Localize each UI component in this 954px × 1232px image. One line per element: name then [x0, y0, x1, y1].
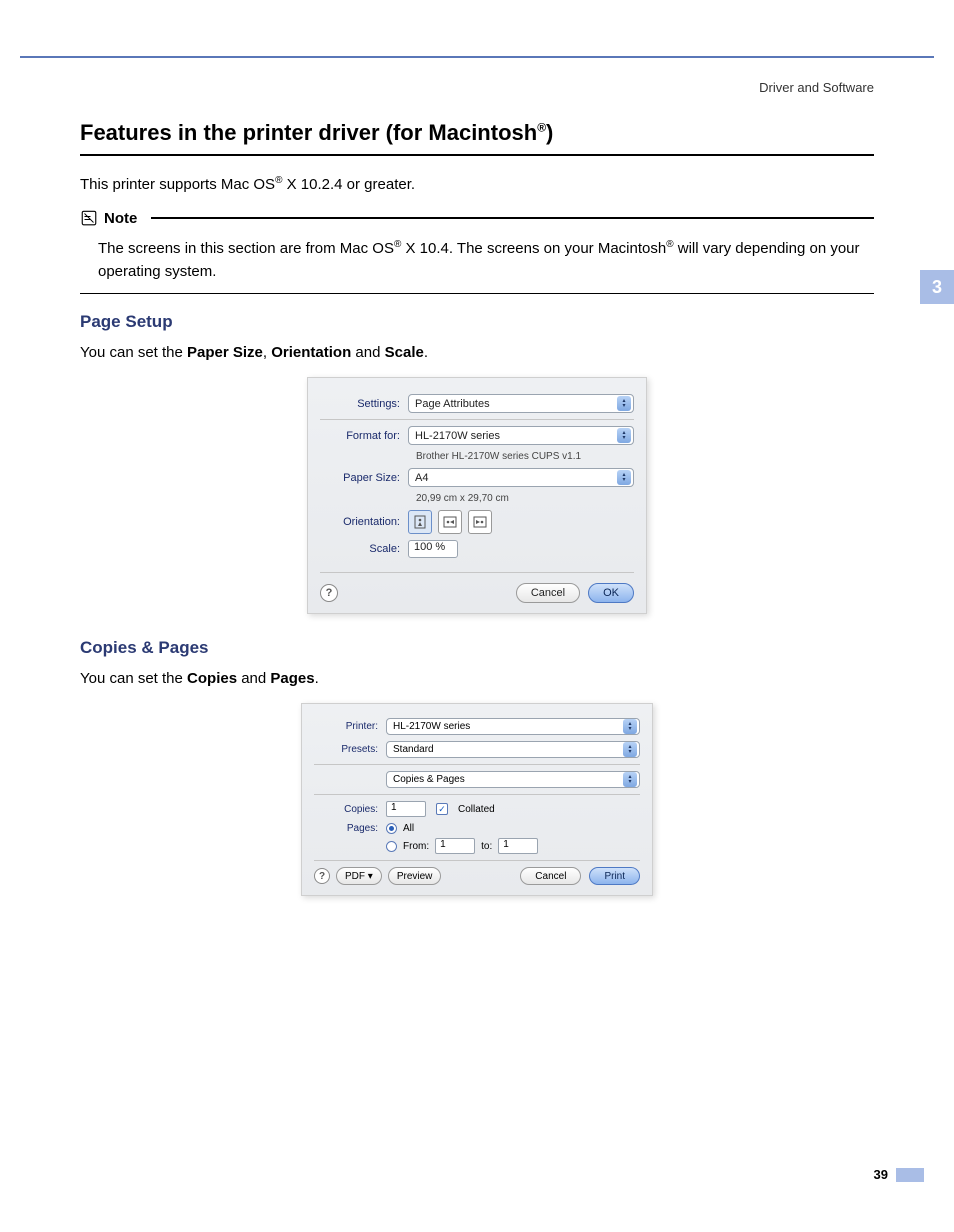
note-b1: The screens in this section are from Mac… — [98, 240, 394, 257]
to-input[interactable]: 1 — [498, 838, 538, 854]
formatfor-select[interactable]: HL-2170W series ▴▾ — [408, 426, 634, 445]
intro-text: This printer supports Mac OS® X 10.2.4 o… — [80, 174, 874, 195]
s2-a: You can set the — [80, 670, 187, 687]
dropdown-arrows-icon: ▴▾ — [617, 470, 631, 485]
dropdown-arrows-icon: ▴▾ — [617, 396, 631, 411]
top-rule — [20, 56, 934, 58]
s2-b1: Copies — [187, 670, 237, 687]
note-rule — [151, 217, 874, 219]
s1-c3: . — [424, 344, 428, 361]
section2-desc: You can set the Copies and Pages. — [80, 668, 874, 689]
dropdown-arrows-icon: ▴▾ — [623, 719, 637, 734]
settings-value: Page Attributes — [415, 398, 490, 410]
pages-label: Pages: — [314, 823, 386, 834]
intro-t1: This printer supports Mac OS — [80, 176, 275, 193]
settings-label: Settings: — [320, 398, 408, 410]
pages-all-label: All — [403, 823, 414, 834]
print-dialog: Printer: HL-2170W series ▴▾ Presets: Sta… — [301, 703, 653, 896]
papersize-value: A4 — [415, 472, 428, 484]
presets-label: Presets: — [314, 744, 386, 755]
s1-b3: Scale — [385, 344, 424, 361]
preview-button[interactable]: Preview — [388, 867, 442, 885]
presets-value: Standard — [393, 744, 434, 755]
dropdown-arrows-icon: ▴▾ — [617, 428, 631, 443]
panel-select[interactable]: Copies & Pages ▴▾ — [386, 771, 640, 788]
note-label: Note — [104, 210, 137, 227]
divider — [314, 794, 640, 795]
papersize-select[interactable]: A4 ▴▾ — [408, 468, 634, 487]
printer-value: HL-2170W series — [393, 721, 470, 732]
papersize-label: Paper Size: — [320, 472, 408, 484]
copies-label: Copies: — [314, 804, 386, 815]
content-area: Features in the printer driver (for Maci… — [80, 120, 874, 920]
collated-label: Collated — [458, 804, 495, 815]
landscape-left-icon — [443, 516, 457, 528]
page-number: 39 — [874, 1167, 888, 1182]
cancel-button[interactable]: Cancel — [520, 867, 581, 885]
section1-title: Page Setup — [80, 312, 874, 332]
note-body: The screens in this section are from Mac… — [80, 227, 874, 294]
section2-title: Copies & Pages — [80, 638, 874, 658]
from-input[interactable]: 1 — [435, 838, 475, 854]
title-prefix: Features in the printer driver (for Maci… — [80, 120, 537, 145]
formatfor-sub: Brother HL-2170W series CUPS v1.1 — [416, 451, 634, 462]
from-label: From: — [403, 841, 429, 852]
section1-desc: You can set the Paper Size, Orientation … — [80, 342, 874, 363]
pages-all-radio[interactable] — [386, 823, 397, 834]
cancel-button[interactable]: Cancel — [516, 583, 580, 603]
scale-label: Scale: — [320, 543, 408, 555]
dropdown-arrows-icon: ▴▾ — [623, 742, 637, 757]
dropdown-arrows-icon: ▴▾ — [623, 772, 637, 787]
orientation-landscape-right-button[interactable] — [468, 510, 492, 534]
s1-b1: Paper Size — [187, 344, 263, 361]
help-button[interactable]: ? — [314, 868, 330, 884]
chapter-tab: 3 — [920, 270, 954, 304]
portrait-icon — [414, 515, 426, 529]
note-b2: X 10.4. The screens on your Macintosh — [401, 240, 666, 257]
note-header: Note — [80, 209, 874, 227]
printer-select[interactable]: HL-2170W series ▴▾ — [386, 718, 640, 735]
orientation-landscape-left-button[interactable] — [438, 510, 462, 534]
pdf-button[interactable]: PDF ▾ — [336, 867, 382, 885]
title-sup: ® — [537, 121, 546, 135]
divider — [320, 419, 634, 420]
s1-c2: and — [351, 344, 384, 361]
page-number-bar — [896, 1168, 924, 1182]
s2-c2: . — [315, 670, 319, 687]
orientation-portrait-button[interactable] — [408, 510, 432, 534]
print-button[interactable]: Print — [589, 867, 640, 885]
note-icon — [80, 209, 98, 227]
divider — [314, 860, 640, 861]
header-breadcrumb: Driver and Software — [759, 80, 874, 95]
orientation-group — [408, 510, 492, 534]
s1-b2: Orientation — [271, 344, 351, 361]
landscape-right-icon — [473, 516, 487, 528]
copies-input[interactable]: 1 — [386, 801, 426, 817]
to-label: to: — [481, 841, 492, 852]
formatfor-label: Format for: — [320, 430, 408, 442]
s1-a: You can set the — [80, 344, 187, 361]
page-title: Features in the printer driver (for Maci… — [80, 120, 874, 156]
papersize-sub: 20,99 cm x 29,70 cm — [416, 493, 634, 504]
note-s2: ® — [666, 239, 673, 250]
panel-value: Copies & Pages — [393, 774, 465, 785]
s2-b2: Pages — [270, 670, 314, 687]
divider — [314, 764, 640, 765]
ok-button[interactable]: OK — [588, 583, 634, 603]
printer-label: Printer: — [314, 721, 386, 732]
help-button[interactable]: ? — [320, 584, 338, 602]
orientation-label: Orientation: — [320, 516, 408, 528]
s2-c1: and — [237, 670, 270, 687]
settings-select[interactable]: Page Attributes ▴▾ — [408, 394, 634, 413]
title-suffix: ) — [546, 120, 553, 145]
collated-checkbox[interactable]: ✓ — [436, 803, 448, 815]
scale-input[interactable]: 100 % — [408, 540, 458, 558]
formatfor-value: HL-2170W series — [415, 430, 500, 442]
intro-t2: X 10.2.4 or greater. — [282, 176, 415, 193]
page-setup-dialog: Settings: Page Attributes ▴▾ Format for:… — [307, 377, 647, 614]
s1-c1: , — [263, 344, 271, 361]
presets-select[interactable]: Standard ▴▾ — [386, 741, 640, 758]
pages-from-radio[interactable] — [386, 841, 397, 852]
